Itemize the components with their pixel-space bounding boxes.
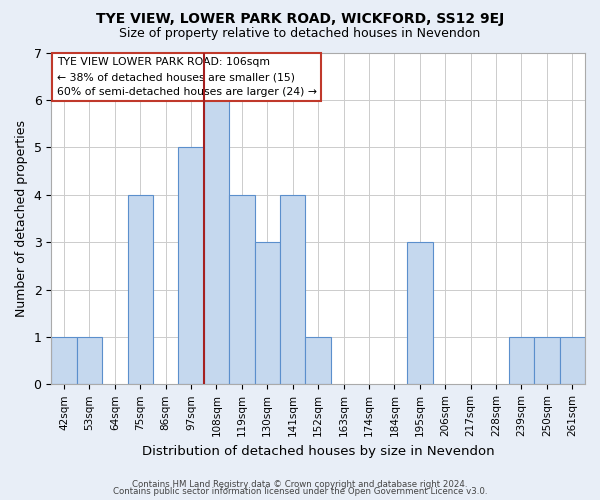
Bar: [509, 337, 534, 384]
X-axis label: Distribution of detached houses by size in Nevendon: Distribution of detached houses by size …: [142, 444, 494, 458]
Text: TYE VIEW LOWER PARK ROAD: 106sqm
← 38% of detached houses are smaller (15)
60% o: TYE VIEW LOWER PARK ROAD: 106sqm ← 38% o…: [56, 58, 317, 97]
Text: Contains HM Land Registry data © Crown copyright and database right 2024.: Contains HM Land Registry data © Crown c…: [132, 480, 468, 489]
Bar: [204, 100, 229, 384]
Text: Size of property relative to detached houses in Nevendon: Size of property relative to detached ho…: [119, 28, 481, 40]
Y-axis label: Number of detached properties: Number of detached properties: [15, 120, 28, 317]
Bar: [178, 148, 204, 384]
Text: Contains public sector information licensed under the Open Government Licence v3: Contains public sector information licen…: [113, 488, 487, 496]
Bar: [534, 337, 560, 384]
Bar: [560, 337, 585, 384]
Bar: [77, 337, 102, 384]
Bar: [128, 194, 153, 384]
Bar: [51, 337, 77, 384]
Text: TYE VIEW, LOWER PARK ROAD, WICKFORD, SS12 9EJ: TYE VIEW, LOWER PARK ROAD, WICKFORD, SS1…: [96, 12, 504, 26]
Bar: [407, 242, 433, 384]
Bar: [305, 337, 331, 384]
Bar: [280, 194, 305, 384]
Bar: [229, 194, 254, 384]
Bar: [254, 242, 280, 384]
